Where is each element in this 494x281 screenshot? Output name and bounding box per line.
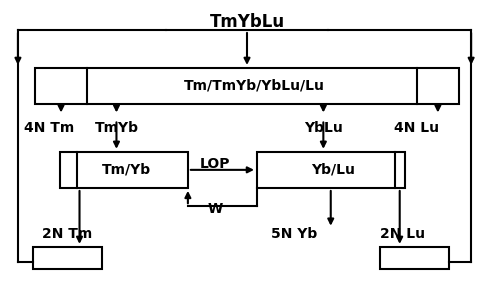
Text: 4N Tm: 4N Tm (24, 121, 74, 135)
Text: Tm/TmYb/YbLu/Lu: Tm/TmYb/YbLu/Lu (184, 79, 325, 93)
Bar (35, 68, 459, 104)
Text: LOP: LOP (200, 157, 230, 171)
Bar (60, 152, 188, 188)
Text: Tm/Yb: Tm/Yb (102, 163, 151, 177)
Text: W: W (207, 202, 223, 216)
Text: 2N Lu: 2N Lu (380, 227, 425, 241)
Bar (33, 247, 102, 269)
Text: 5N Yb: 5N Yb (271, 227, 317, 241)
Bar (380, 247, 449, 269)
Text: Yb/Lu: Yb/Lu (311, 163, 355, 177)
Text: 2N Tm: 2N Tm (42, 227, 92, 241)
Text: TmYbLu: TmYbLu (209, 13, 285, 31)
Text: TmYb: TmYb (94, 121, 138, 135)
Bar (257, 152, 405, 188)
Text: YbLu: YbLu (304, 121, 343, 135)
Text: 4N Lu: 4N Lu (394, 121, 440, 135)
